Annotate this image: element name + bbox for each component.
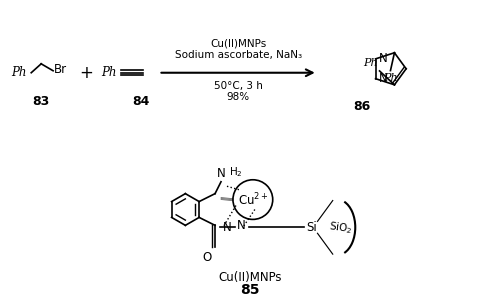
Text: +: + [79,64,93,82]
Text: H$_2$: H$_2$ [229,165,242,179]
Text: Ph: Ph [363,58,378,68]
Text: 85: 85 [240,283,260,297]
Text: 50°C, 3 h: 50°C, 3 h [214,81,262,91]
Text: N: N [223,221,232,234]
Text: Cu$^{2+}$: Cu$^{2+}$ [238,191,268,208]
Text: Br: Br [54,63,67,76]
Text: 86: 86 [353,100,370,113]
Text: N: N [378,52,388,65]
Text: N: N [216,167,226,180]
Text: O: O [202,251,211,264]
Text: Sodium ascorbate, NaN₃: Sodium ascorbate, NaN₃ [174,50,302,60]
Text: Cu(II)MNPs: Cu(II)MNPs [210,38,266,48]
Text: N: N [378,72,388,85]
Text: 84: 84 [132,95,150,107]
Text: SiO$_2$: SiO$_2$ [328,219,353,236]
Text: Cu(II)MNPs: Cu(II)MNPs [218,271,282,284]
Text: 83: 83 [32,95,50,107]
Text: Ph: Ph [383,73,398,83]
Text: Ph: Ph [101,66,116,79]
Text: Ph: Ph [12,66,27,79]
Text: Si: Si [306,221,317,234]
Text: N: N [237,219,246,232]
Text: 98%: 98% [226,91,250,102]
